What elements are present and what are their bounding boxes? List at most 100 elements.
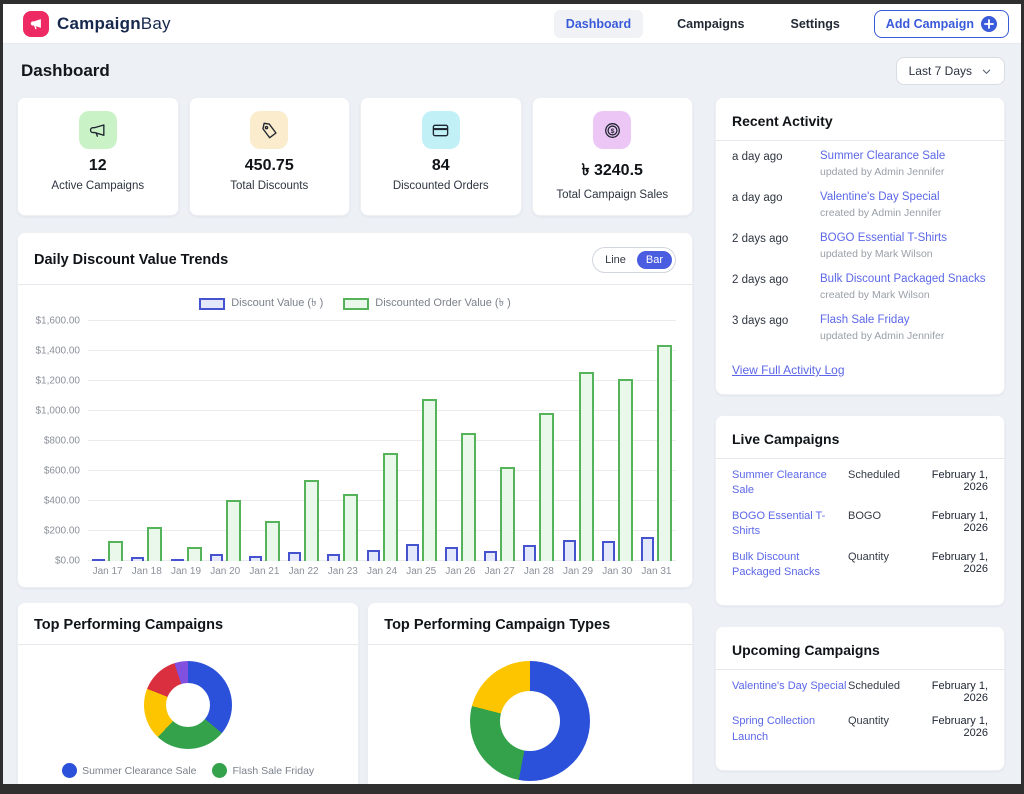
legend-item: Discount Value (৳ )	[199, 294, 323, 313]
app-window: CampaignBay Dashboard Campaigns Settings…	[3, 4, 1021, 784]
date-range-dropdown[interactable]: Last 7 Days	[895, 57, 1005, 85]
order-value-bar[interactable]	[147, 526, 163, 561]
upcoming-campaigns-list: Valentine's Day Special Scheduled February…	[732, 679, 988, 745]
campaign-name-link[interactable]: Spring Collection Launch	[732, 715, 816, 743]
legend-label: Discount Value (৳ )	[231, 297, 324, 309]
discount-value-bar[interactable]	[601, 541, 615, 561]
nav-item-settings[interactable]: Settings	[790, 16, 840, 31]
y-tick-label: $200.00	[43, 525, 80, 537]
activity-item: a day ago Valentine's Day Special created …	[732, 191, 988, 219]
discount-value-bar[interactable]	[484, 550, 498, 561]
x-tick-label: Jan 24	[367, 566, 398, 577]
order-value-bar[interactable]	[343, 493, 359, 561]
order-value-bar[interactable]	[460, 432, 476, 561]
stat-card: $ ৳ 3240.5 Total Campaign Sales	[531, 97, 693, 216]
campaign-name-link[interactable]: Valentine's Day Special	[732, 680, 847, 693]
campaign-name-link[interactable]: Summer Clearance Sale	[732, 469, 827, 497]
discount-value-bar[interactable]	[523, 544, 537, 561]
x-tick-label: Jan 25	[406, 566, 437, 577]
activity-detail: Summer Clearance Sale updated by Admin Je…	[820, 150, 945, 178]
discount-value-bar[interactable]	[405, 544, 419, 561]
discount-value-bar[interactable]	[248, 556, 262, 561]
activity-campaign-link[interactable]: Bulk Discount Packaged Snacks	[820, 273, 986, 285]
discount-value-bar[interactable]	[562, 540, 576, 561]
donut-hole	[500, 691, 561, 751]
order-value-bar[interactable]	[421, 399, 437, 561]
activity-item: 2 days ago Bulk Discount Packaged Snacks c…	[732, 273, 988, 301]
order-value-bar[interactable]	[225, 500, 241, 561]
discount-value-bar[interactable]	[288, 552, 302, 561]
divider	[368, 644, 692, 645]
discount-value-bar[interactable]	[366, 549, 380, 561]
donut-ring	[470, 661, 591, 781]
trend-chart-card: Daily Discount Value Trends Line Bar Dis…	[17, 232, 693, 588]
discount-value-bar[interactable]	[131, 556, 145, 561]
order-value-bar[interactable]	[500, 466, 516, 561]
megaphone-logo-icon	[23, 10, 49, 37]
order-value-bar[interactable]	[108, 540, 124, 561]
activity-campaign-link[interactable]: Summer Clearance Sale	[820, 150, 946, 162]
order-value-bar[interactable]	[382, 453, 398, 561]
activity-meta: created by Mark Wilson	[820, 289, 930, 301]
activity-campaign-link[interactable]: BOGO Essential T-Shirts	[820, 232, 947, 244]
discount-value-bar[interactable]	[327, 553, 341, 561]
add-campaign-button[interactable]: Add Campaign	[873, 9, 1009, 38]
nav-item-dashboard[interactable]: Dashboard	[553, 9, 644, 38]
plus-icon	[981, 15, 997, 32]
order-value-bar[interactable]	[186, 547, 202, 561]
brand-name: CampaignBay	[57, 13, 171, 33]
order-value-bar[interactable]	[304, 480, 320, 561]
upcoming-campaigns-title: Upcoming Campaigns	[732, 642, 880, 659]
bar-group	[402, 321, 441, 561]
order-value-bar[interactable]	[539, 412, 555, 561]
top-campaigns-title: Top Performing Campaigns	[34, 617, 224, 633]
discount-value-bar[interactable]	[640, 537, 654, 561]
x-tick-label: Jan 23	[327, 566, 358, 577]
stat-card: 12 Active Campaigns	[17, 97, 179, 216]
x-tick-label: Jan 20	[210, 566, 241, 577]
discount-value-bar[interactable]	[209, 554, 223, 561]
stat-card: 84 Discounted Orders	[360, 97, 522, 216]
view-full-activity-log-link[interactable]: View Full Activity Log	[732, 363, 845, 377]
campaign-row: Summer Clearance Sale Scheduled February 1…	[732, 468, 988, 499]
gridline	[88, 560, 676, 561]
bar-group	[558, 321, 597, 561]
nav-item-campaigns[interactable]: Campaigns	[677, 16, 745, 31]
x-tick-label: Jan 17	[92, 566, 123, 577]
date-range-value: Last 7 Days	[908, 64, 972, 78]
discount-value-bar[interactable]	[170, 559, 184, 561]
discount-value-bar[interactable]	[92, 558, 106, 561]
y-tick-label: $1,400.00	[35, 345, 81, 357]
activity-detail: BOGO Essential T-Shirts updated by Mark W…	[820, 232, 947, 260]
activity-time: a day ago	[732, 192, 783, 204]
y-tick-label: $1,000.00	[35, 405, 81, 417]
campaign-name-link[interactable]: BOGO Essential T-Shirts	[732, 509, 826, 538]
activity-detail: Flash Sale Friday updated by Admin Jennif…	[820, 314, 944, 342]
toggle-bar-button[interactable]: Bar	[636, 251, 672, 269]
order-value-bar[interactable]	[617, 378, 633, 561]
activity-campaign-link[interactable]: Valentine's Day Special	[820, 191, 940, 203]
chart-type-toggle: Line Bar	[592, 247, 676, 273]
credit-card-icon	[421, 111, 460, 149]
bar-group	[245, 321, 284, 561]
order-value-bar[interactable]	[578, 371, 594, 561]
discount-value-bar[interactable]	[444, 546, 458, 561]
order-value-bar[interactable]	[264, 520, 280, 561]
stat-label: Total Discounts	[230, 180, 309, 192]
bar-group	[284, 321, 323, 561]
gridline	[88, 440, 676, 441]
brand-logo: CampaignBay	[23, 10, 171, 37]
toggle-line-button[interactable]: Line	[605, 254, 626, 266]
activity-time: a day ago	[732, 151, 783, 163]
main-nav: Dashboard Campaigns Settings Add Campaig…	[553, 9, 1009, 38]
gridline	[88, 380, 676, 381]
activity-campaign-link[interactable]: Flash Sale Friday	[820, 314, 910, 326]
campaign-name-link[interactable]: Bulk Discount Packaged Snacks	[732, 550, 821, 578]
stat-label: Total Campaign Sales	[556, 189, 669, 201]
donut-wrap: ScheduledQuantityBOGO	[384, 661, 676, 784]
y-tick-label: $800.00	[43, 435, 80, 447]
gridline	[88, 350, 676, 351]
order-value-bar[interactable]	[656, 344, 672, 561]
divider	[18, 284, 692, 285]
